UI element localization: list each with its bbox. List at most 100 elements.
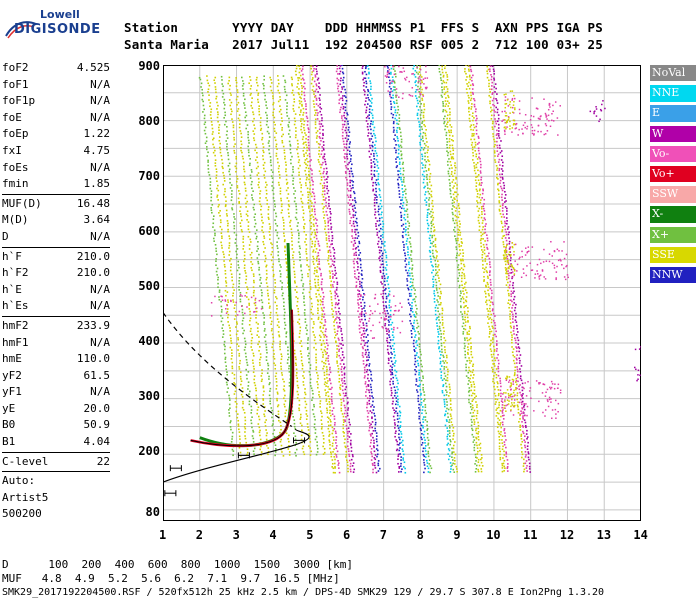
param-label: foF1	[2, 77, 29, 91]
param-row: h`E N/A	[2, 282, 110, 299]
param-label: hmF1	[2, 335, 29, 349]
param-label: h`F2	[2, 266, 29, 280]
param-value: N/A	[90, 229, 110, 243]
param-value: N/A	[90, 160, 110, 174]
echo-trace	[438, 65, 478, 473]
legend-item-sse: SSE	[650, 246, 696, 264]
param-separator	[2, 315, 110, 317]
echo-trace	[361, 65, 401, 473]
echo-cluster	[503, 374, 516, 412]
echo-trace	[338, 65, 378, 474]
x-tick-label: 12	[559, 528, 575, 542]
echo-trace	[235, 77, 270, 456]
param-row: D N/A	[2, 229, 110, 246]
param-row: foE N/A	[2, 110, 110, 127]
logo-line2: DIGISONDE	[14, 22, 101, 37]
echo-cluster	[589, 100, 606, 123]
echo-trace	[489, 65, 528, 472]
legend-item-nnw: NNW	[650, 266, 696, 284]
param-row: h`Es N/A	[2, 298, 110, 315]
param-row: foF2 4.525	[2, 60, 110, 77]
param-label: h`F	[2, 249, 22, 263]
auto-line2: Artist5	[2, 490, 49, 504]
param-value: 3.64	[83, 213, 111, 227]
param-label: foEp	[2, 127, 29, 141]
param-value: N/A	[90, 282, 110, 296]
logo-line1: Lowell	[40, 8, 80, 21]
parameter-panel: foF2 4.525 foF1 N/A foF1p N/A foE N/A foEp 1.22 fx…	[2, 60, 110, 523]
param-row: hmE 110.0	[2, 351, 110, 368]
param-label: fxI	[2, 143, 22, 157]
x-tick-label: 13	[596, 528, 612, 542]
param-value: N/A	[90, 335, 110, 349]
param-label: fmin	[2, 177, 29, 191]
param-row: B1 4.04	[2, 434, 110, 451]
y-tick-label: 500	[138, 279, 160, 293]
param-row: C-level 22	[2, 454, 110, 471]
param-value: N/A	[90, 77, 110, 91]
echo-trace	[491, 65, 532, 473]
header-labels: Station YYYY DAY DDD HHMMSS P1 FFS S AXN…	[124, 20, 603, 35]
param-row: h`F2 210.0	[2, 265, 110, 282]
y-tick-label: 700	[138, 169, 160, 183]
legend-item-ssw: SSW	[650, 186, 696, 203]
echo-trace	[294, 65, 335, 474]
param-label: B1	[2, 435, 16, 449]
legend-item-e: E	[650, 105, 696, 122]
echo-cluster	[503, 90, 516, 130]
echo-trace	[282, 75, 319, 456]
logo-swoosh-icon	[5, 21, 37, 39]
param-label: D	[2, 229, 9, 243]
param-label: B0	[2, 418, 16, 432]
electron-density-profile	[163, 428, 310, 483]
x-tick-label: 14	[633, 528, 648, 542]
param-value: 22	[96, 454, 110, 468]
plot-frame	[163, 65, 641, 521]
footer-muf-row: MUF 4.8 4.9 5.2 5.6 6.2 7.1 9.7 16.5 [MH…	[2, 572, 340, 585]
echo-cluster	[509, 240, 569, 281]
header-values: Santa Maria 2017 Jul11 192 204500 RSF 00…	[124, 37, 603, 52]
param-value: 16.48	[76, 196, 110, 210]
echo-trace	[335, 65, 374, 474]
echo-trace	[206, 75, 242, 457]
echo-trace	[276, 75, 312, 456]
param-row: foF1p N/A	[2, 93, 110, 110]
param-row: h`F 210.0	[2, 249, 110, 266]
param-row: hmF1 N/A	[2, 335, 110, 352]
param-value: 20.0	[83, 401, 111, 415]
param-row: fmin 1.85	[2, 176, 110, 193]
param-value: 50.9	[83, 418, 111, 432]
legend-item-noval: NoVal	[650, 65, 696, 82]
x-tick-label: 7	[379, 528, 388, 542]
echo-cluster	[633, 346, 641, 395]
param-row: yF2 61.5	[2, 368, 110, 385]
y-tick-label: 300	[138, 389, 160, 403]
param-row: fxI 4.75	[2, 143, 110, 160]
param-label: foF2	[2, 61, 29, 74]
legend-item-x: X+	[650, 226, 696, 243]
x-tick-label: 5	[306, 528, 314, 542]
x-tick-label: 11	[523, 528, 538, 542]
echo-cluster	[384, 65, 429, 100]
param-label: hmF2	[2, 318, 29, 332]
param-label: foF1p	[2, 94, 36, 108]
y-tick-label: 80	[145, 505, 160, 519]
echo-trace	[418, 65, 458, 473]
param-row: foEs N/A	[2, 160, 110, 177]
param-label: MUF(D)	[2, 196, 42, 210]
echo-trace	[392, 65, 433, 474]
param-value: N/A	[90, 385, 110, 399]
param-label: M(D)	[2, 213, 29, 227]
param-value: N/A	[90, 94, 110, 108]
echo-trace	[262, 75, 298, 457]
x-tick-label: 3	[232, 528, 240, 542]
param-value: 4.525	[76, 61, 110, 74]
y-tick-label: 900	[138, 59, 160, 73]
digisonde-logo: Lowell DIGISONDE	[2, 8, 112, 44]
param-value: 210.0	[76, 266, 110, 280]
param-label: hmE	[2, 352, 22, 366]
param-value: 210.0	[76, 249, 110, 263]
profile-trace	[190, 309, 294, 447]
param-label: foE	[2, 110, 22, 124]
param-row: B0 50.9	[2, 417, 110, 434]
